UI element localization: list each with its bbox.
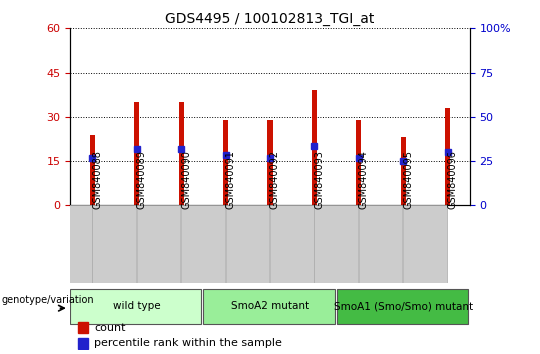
FancyBboxPatch shape — [70, 290, 201, 324]
Bar — [48, 205, 92, 283]
Bar — [78, 338, 88, 349]
Text: GSM840093: GSM840093 — [314, 150, 325, 209]
Bar — [134, 102, 139, 205]
Text: percentile rank within the sample: percentile rank within the sample — [94, 338, 282, 348]
Bar — [181, 205, 225, 283]
Bar — [312, 90, 317, 205]
Text: GSM840092: GSM840092 — [270, 150, 280, 209]
Bar — [314, 205, 358, 283]
Bar — [92, 205, 136, 283]
Bar — [78, 322, 88, 333]
Bar — [90, 135, 95, 205]
Text: GSM840089: GSM840089 — [137, 150, 147, 209]
Text: GSM840094: GSM840094 — [359, 150, 369, 209]
Title: GDS4495 / 100102813_TGI_at: GDS4495 / 100102813_TGI_at — [165, 12, 375, 26]
Text: GSM840095: GSM840095 — [403, 150, 413, 209]
Bar — [137, 205, 180, 283]
Bar — [445, 108, 450, 205]
Bar — [226, 205, 269, 283]
Bar — [223, 120, 228, 205]
Text: SmoA2 mutant: SmoA2 mutant — [231, 301, 309, 311]
Bar — [403, 205, 447, 283]
Text: GSM840090: GSM840090 — [181, 150, 191, 209]
FancyBboxPatch shape — [204, 290, 335, 324]
Text: GSM840091: GSM840091 — [226, 150, 235, 209]
Bar — [359, 205, 402, 283]
Bar — [270, 205, 314, 283]
Bar — [401, 137, 406, 205]
Bar — [356, 120, 361, 205]
Text: count: count — [94, 322, 126, 332]
Text: wild type: wild type — [113, 301, 160, 311]
Text: GSM840096: GSM840096 — [448, 150, 457, 209]
FancyBboxPatch shape — [336, 290, 468, 324]
Text: GSM840088: GSM840088 — [92, 150, 103, 209]
Text: genotype/variation: genotype/variation — [2, 295, 94, 306]
Bar — [179, 102, 184, 205]
Bar — [267, 120, 273, 205]
Text: SmoA1 (Smo/Smo) mutant: SmoA1 (Smo/Smo) mutant — [334, 301, 472, 311]
